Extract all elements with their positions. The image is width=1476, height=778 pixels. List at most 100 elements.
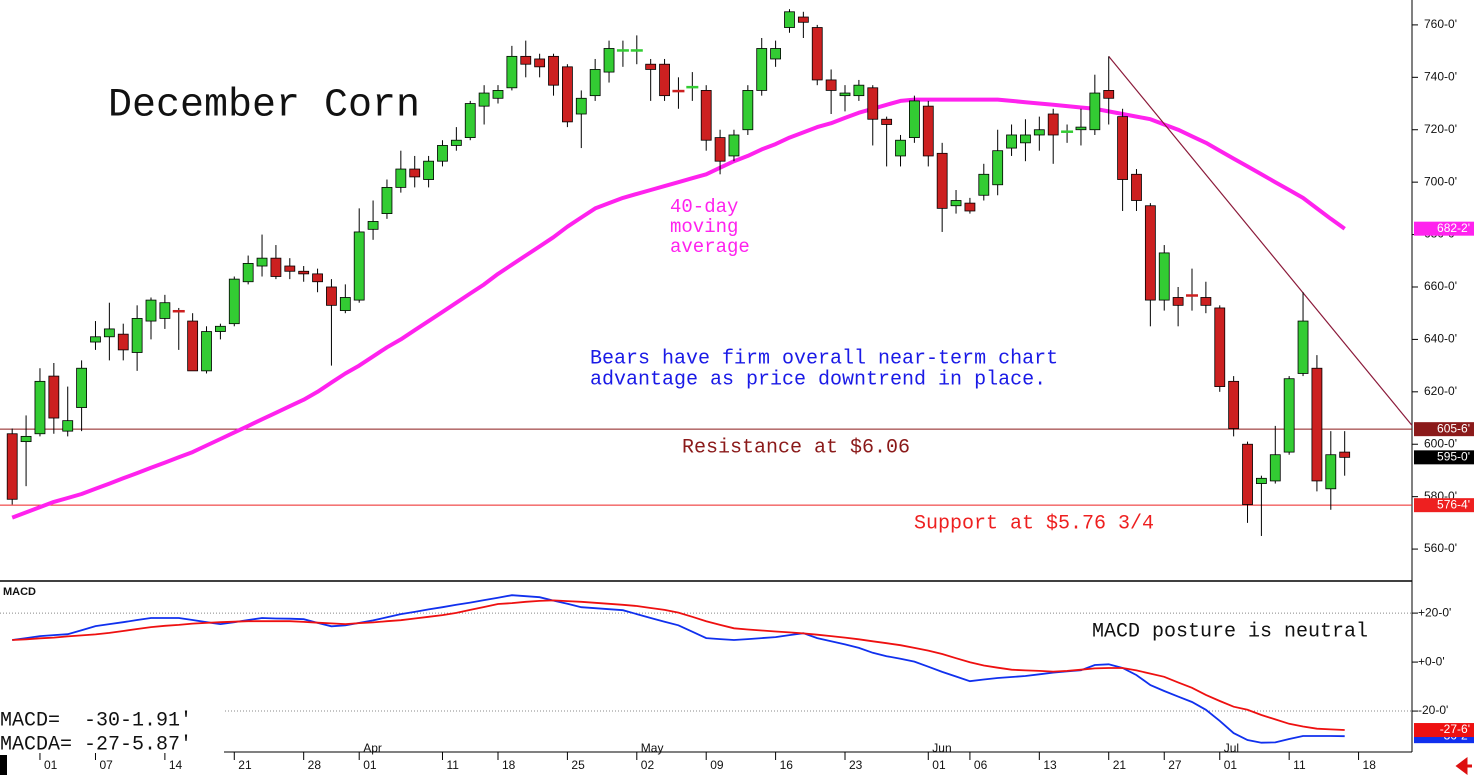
candle-body [978, 173, 990, 196]
y-tick-label: +20-0' [1418, 605, 1451, 619]
candle-body [34, 380, 46, 435]
candle-body [90, 336, 101, 343]
candle-body [936, 152, 948, 209]
candle-body [1075, 126, 1087, 131]
candle-body [506, 55, 518, 89]
candle-body [797, 16, 809, 23]
price-flag-label: 576-4' [1437, 497, 1470, 511]
candle-body [922, 105, 934, 157]
x-tick-label: 01 [1224, 758, 1238, 772]
x-tick-label: 18 [502, 758, 516, 772]
candle-body [950, 200, 962, 207]
candle-body [895, 139, 906, 157]
y-tick-label: 740-0' [1424, 69, 1457, 83]
annotation: Bears have firm overall near-term chart [590, 347, 1058, 370]
x-tick-label: 13 [1043, 758, 1057, 772]
candle-body [1047, 113, 1059, 136]
candle-body [562, 66, 573, 123]
y-tick-label: -20-0' [1418, 703, 1448, 717]
moving-average-label: 40-day [670, 196, 738, 218]
candle-body [326, 286, 337, 306]
candle-body [381, 186, 393, 215]
candle-body [645, 63, 657, 70]
x-tick-label: 02 [641, 758, 655, 772]
candle-body [437, 145, 448, 162]
value-flag-label: -27-6' [1440, 722, 1470, 736]
candle-body [1256, 477, 1267, 484]
candle-body [270, 257, 282, 277]
candle-body [117, 333, 129, 351]
x-tick-label: 06 [974, 758, 988, 772]
x-tick-label: 27 [1168, 758, 1182, 772]
candle-body [76, 367, 87, 408]
candle-body [464, 103, 476, 138]
candle-body [1242, 443, 1253, 505]
candle-body [853, 84, 865, 97]
candle-body [881, 118, 893, 125]
candle-body [1269, 454, 1281, 482]
candle-body [742, 90, 754, 131]
candle-body [1214, 307, 1226, 387]
price-flag-label: 682-2' [1437, 221, 1470, 235]
candle-body [992, 150, 1004, 186]
macd-line [12, 599, 1345, 731]
candle-body [839, 92, 851, 97]
candle-body [145, 299, 157, 322]
readout: MACDA= -27-5.87' [0, 733, 192, 756]
candle-body [1297, 320, 1309, 374]
x-tick-label: 01 [44, 758, 58, 772]
candle-body [103, 328, 115, 338]
price-flag-label: 605-6' [1437, 421, 1470, 435]
candle-body [811, 27, 823, 81]
candle-body [409, 168, 421, 178]
candle-body [1311, 367, 1323, 482]
corner-marker [0, 755, 7, 775]
annotation: advantage as price downtrend in place. [590, 368, 1046, 391]
candle-body [700, 90, 712, 141]
candle-body [770, 48, 781, 60]
price-flag [1414, 422, 1474, 437]
y-tick-label: 660-0' [1424, 279, 1457, 293]
price-flag-label: 595-0' [1437, 450, 1470, 464]
candle-body [603, 48, 615, 73]
y-tick-label: +0-0' [1418, 654, 1445, 668]
level-annotation: Resistance at $6.06 [682, 436, 910, 459]
candle-body [520, 55, 532, 65]
level-annotation: Support at $5.76 3/4 [914, 512, 1154, 535]
moving-average-label: average [670, 236, 750, 258]
candle-body [728, 134, 740, 157]
y-tick-label: 640-0' [1424, 332, 1457, 346]
candle-body [1172, 297, 1184, 306]
candle-body [20, 435, 32, 443]
candle-body [964, 202, 976, 212]
candle-body [548, 55, 559, 86]
y-tick-label: 760-0' [1424, 17, 1457, 31]
candle-body [1103, 90, 1115, 99]
candle-body [867, 87, 879, 120]
trendline [1108, 55, 1413, 426]
candle-body [48, 375, 60, 419]
candle-body [659, 63, 670, 97]
candle-body [1339, 451, 1351, 458]
candle-body [62, 420, 74, 432]
candle-body [423, 160, 435, 180]
candle-body [784, 11, 795, 28]
candle-body [825, 79, 837, 91]
x-tick-label: 07 [99, 758, 113, 772]
candle-body [353, 231, 365, 301]
candle-body [909, 100, 920, 138]
candle-body [1006, 134, 1017, 149]
readout-box [0, 707, 224, 753]
scroll-arrow[interactable] [1455, 757, 1472, 775]
candle-body [367, 221, 379, 230]
candle-body [1131, 173, 1142, 201]
candle-body [1144, 205, 1156, 301]
candle-body [450, 139, 462, 146]
candle-body [256, 257, 268, 267]
candle-body [575, 97, 587, 115]
moving-average-label: moving [670, 216, 738, 238]
candle-body [201, 331, 212, 372]
candle-body [1089, 92, 1101, 131]
candle-body [589, 69, 601, 97]
x-tick-label: 11 [446, 758, 459, 772]
